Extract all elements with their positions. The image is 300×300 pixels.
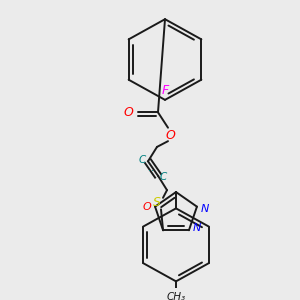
Text: C: C (159, 172, 167, 182)
Text: CH₃: CH₃ (167, 292, 186, 300)
Text: F: F (161, 84, 169, 97)
Text: N: N (193, 223, 201, 233)
Text: O: O (143, 202, 152, 212)
Text: O: O (123, 106, 133, 119)
Text: O: O (165, 129, 175, 142)
Text: N: N (201, 204, 209, 214)
Text: ..: .. (148, 163, 154, 173)
Text: C: C (138, 155, 146, 165)
Text: S: S (153, 196, 161, 209)
